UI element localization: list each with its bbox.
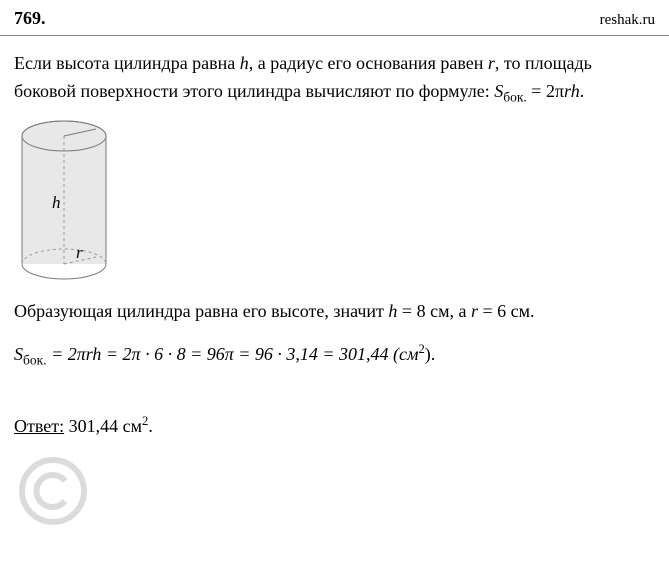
text: = 8	[397, 301, 425, 321]
formula-end: .	[580, 81, 585, 101]
answer-end: .	[148, 416, 153, 436]
header: 769. reshak.ru	[0, 0, 669, 29]
formula-S: S	[494, 81, 503, 101]
cylinder-diagram: h r	[14, 118, 655, 288]
problem-number: 769.	[14, 8, 46, 29]
text: см, а	[426, 301, 471, 321]
var-h: h	[240, 53, 249, 73]
calculation: Sбок. = 2πrh = 2π · 6 · 8 = 96π = 96 · 3…	[14, 340, 655, 372]
calc-end: ).	[425, 344, 436, 364]
label-r: r	[76, 243, 83, 262]
text: Если высота цилиндра равна	[14, 53, 240, 73]
calc-S: S	[14, 344, 23, 364]
formula-sub: бок.	[503, 89, 527, 104]
intro-paragraph: Если высота цилиндра равна h, а радиус е…	[14, 50, 655, 108]
formula-eq: = 2π	[527, 81, 564, 101]
text: см.	[506, 301, 534, 321]
answer-row: Ответ: 301,44 см2.	[14, 412, 655, 441]
calc-sub: бок.	[23, 353, 47, 368]
content: Если высота цилиндра равна h, а радиус е…	[0, 36, 669, 441]
text: , а радиус его основания равен	[249, 53, 488, 73]
text: = 6	[478, 301, 506, 321]
label-h: h	[52, 193, 61, 212]
var-r: r	[488, 53, 495, 73]
site-link[interactable]: reshak.ru	[600, 12, 655, 29]
answer-value: 301,44 см	[64, 416, 142, 436]
text: Образующая цилиндра равна его высоте, зн…	[14, 301, 388, 321]
answer-label: Ответ:	[14, 416, 64, 436]
calc-body: = 2πrh = 2π · 6 · 8 = 96π = 96 · 3,14 = …	[47, 344, 419, 364]
given-paragraph: Образующая цилиндра равна его высоте, зн…	[14, 298, 655, 326]
var-r: r	[471, 301, 478, 321]
formula-vars: rh	[564, 81, 580, 101]
copyright-watermark	[18, 456, 88, 526]
